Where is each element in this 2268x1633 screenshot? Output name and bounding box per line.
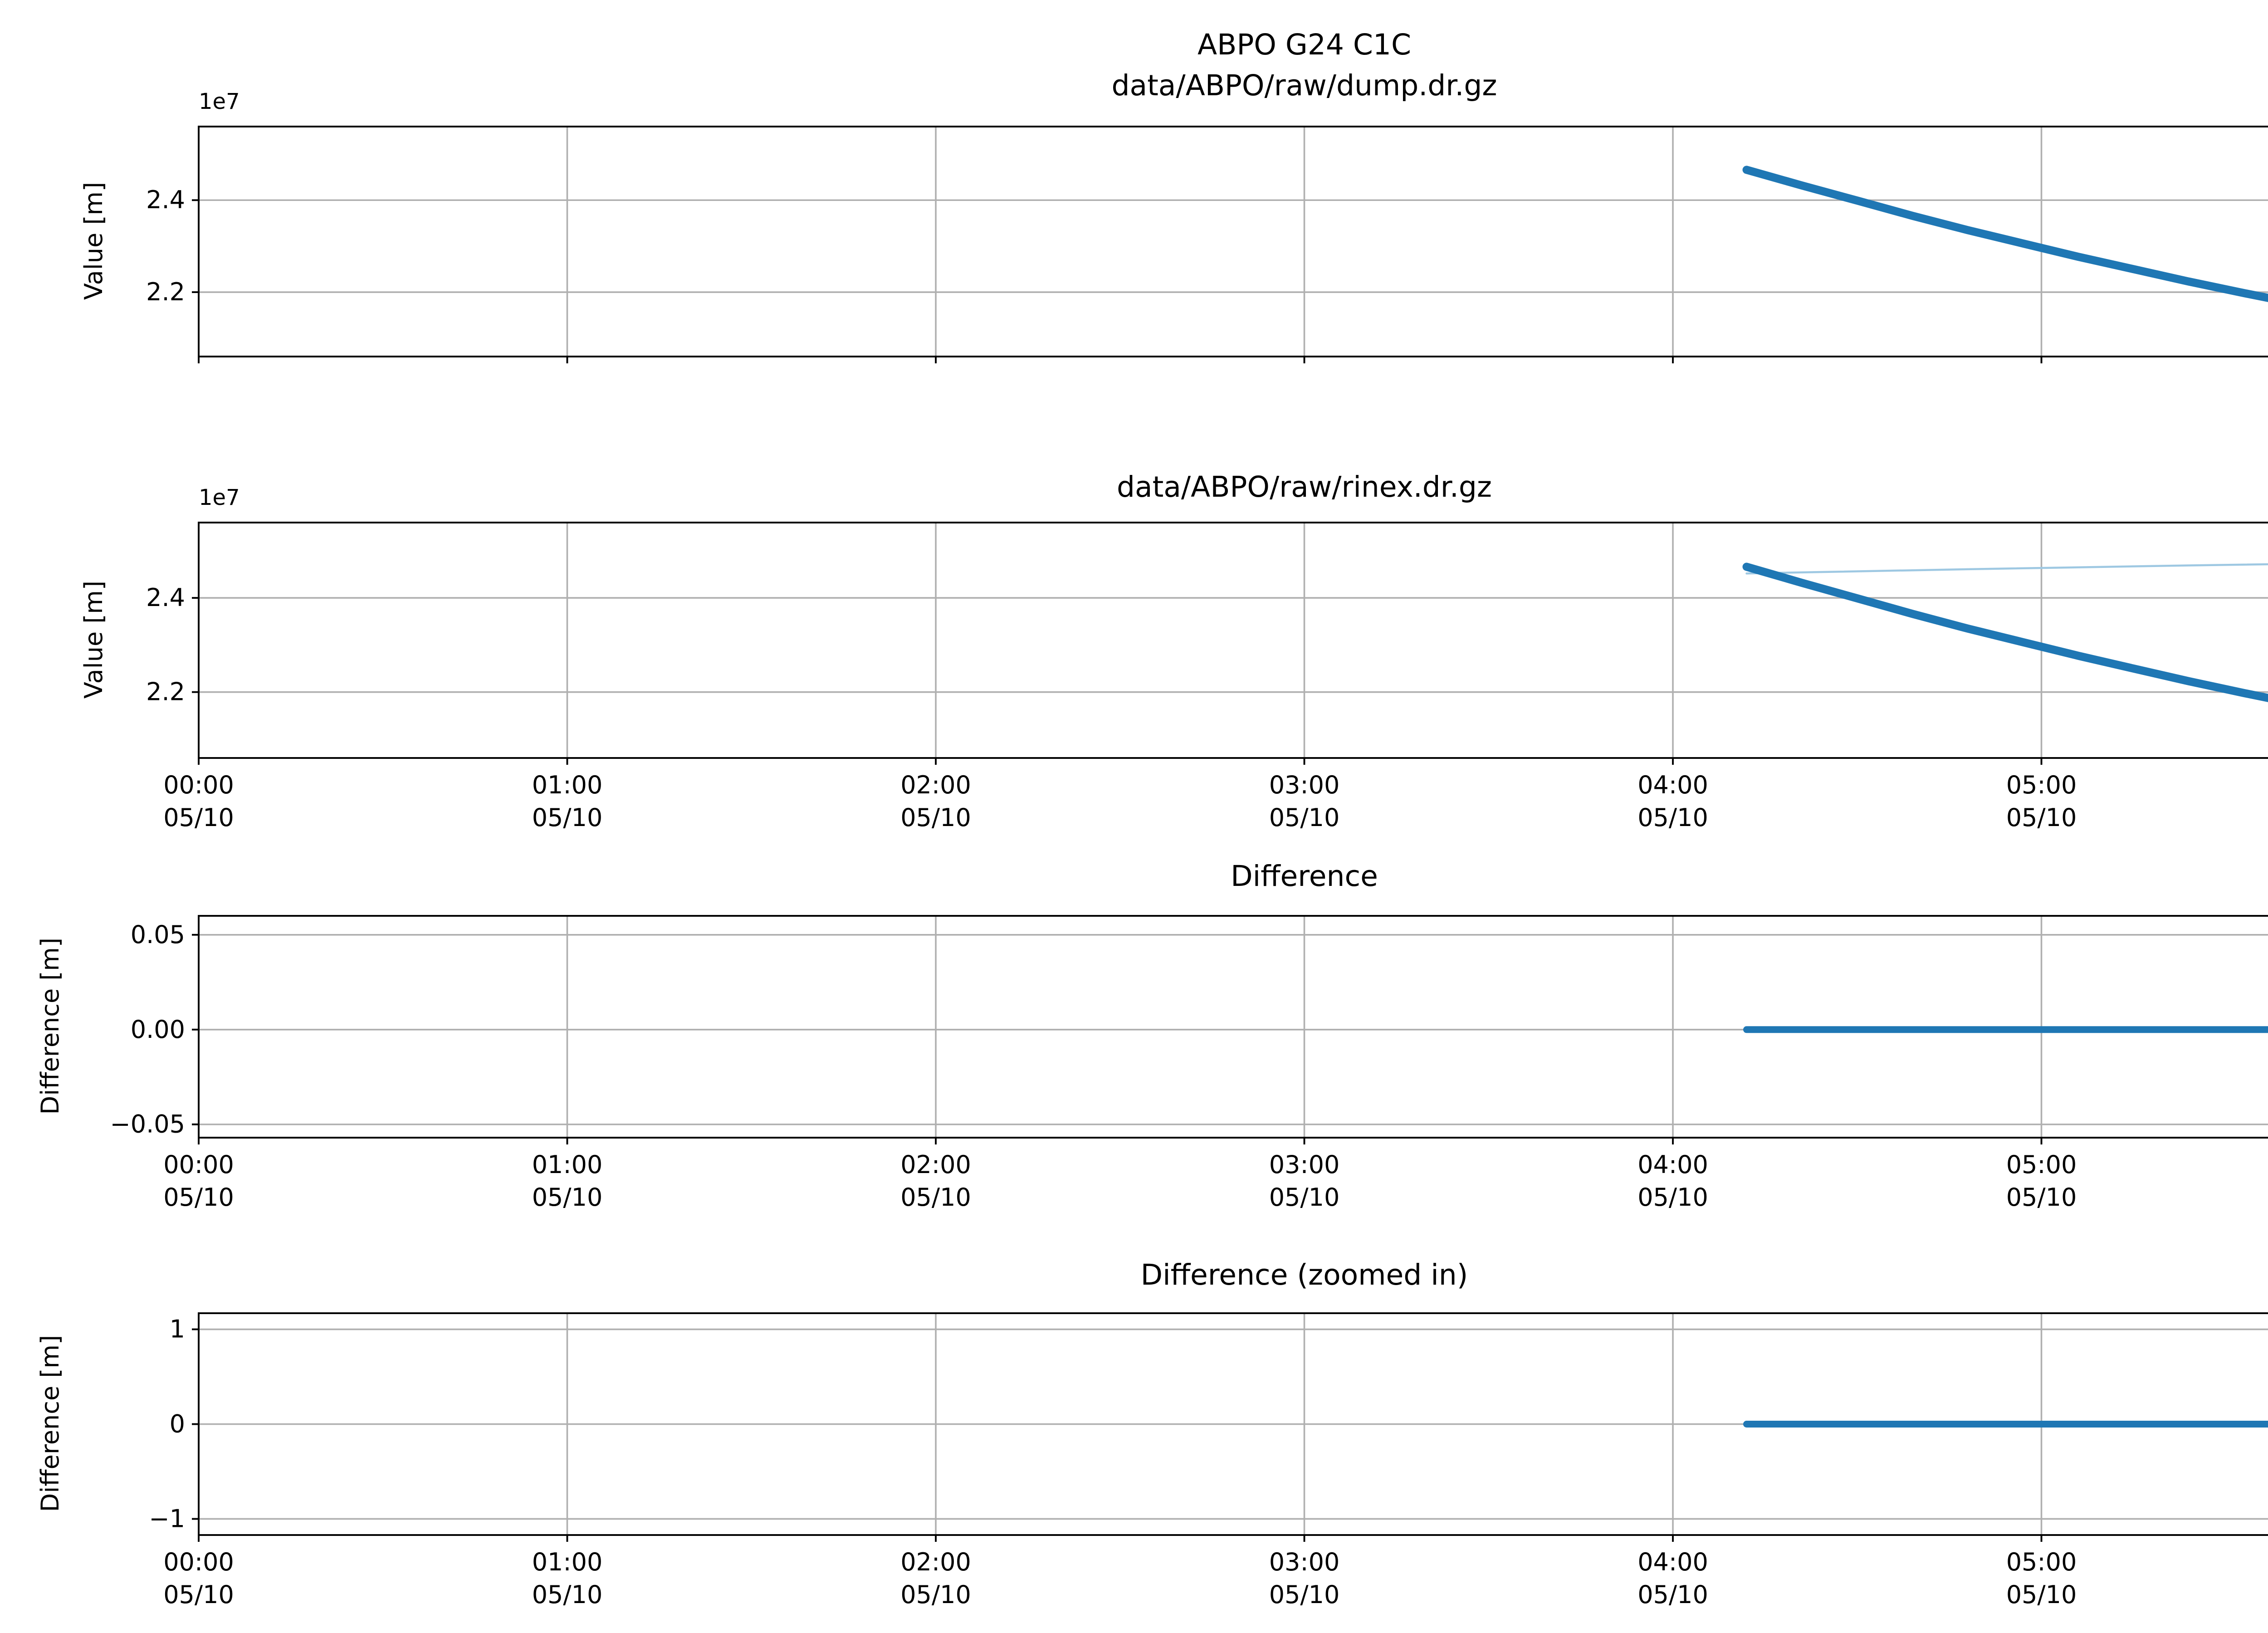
plot-dump-suptitle: ABPO G24 C1C [1198,29,1411,61]
plot-difference-zoom-title: Difference (zoomed in) [1140,1259,1468,1291]
plot-rinex-offset-text: 1e7 [199,484,240,510]
y-tick-label: −1 [149,1504,185,1533]
x-tick-label-date: 05/10 [2006,1183,2077,1212]
plot-difference-ylabel: Difference [m] [37,937,65,1115]
plot-difference-title: Difference [1231,860,1378,893]
axes-box [198,126,2268,357]
x-tick-label-time: 01:00 [532,1548,603,1576]
x-tick-label-date: 05/10 [532,803,603,832]
x-tick-label-date: 05/10 [1637,1580,1708,1609]
x-tick-label-date: 05/10 [900,1183,971,1212]
series-rinex-secondary [1745,563,2268,575]
x-tick-label-date: 05/10 [1637,803,1708,832]
x-tick-label-time: 01:00 [532,771,603,799]
x-tick-label-date: 05/10 [163,1580,234,1609]
x-tick-label-time: 01:00 [532,1150,603,1179]
x-tick-label-time: 04:00 [1637,771,1708,799]
x-tick-label-date: 05/10 [163,1183,234,1212]
x-tick-label-time: 05:00 [2006,1548,2077,1576]
y-tick-label: −0.05 [110,1110,185,1139]
x-tick-label-date: 05/10 [1269,1183,1340,1212]
x-tick-label-time: 05:00 [2006,1150,2077,1179]
y-tick-label: 0 [170,1410,185,1438]
x-tick-label-time: 03:00 [1269,771,1340,799]
x-tick-label-time: 02:00 [900,1150,971,1179]
plot-dump-title: data/ABPO/raw/dump.dr.gz [1111,69,1497,102]
x-tick-label-date: 05/10 [900,1580,971,1609]
x-tick-label-date: 05/10 [1269,1580,1340,1609]
x-tick-label-time: 03:00 [1269,1150,1340,1179]
y-tick-label: 2.4 [146,583,185,612]
x-tick-label-time: 05:00 [2006,771,2077,799]
y-tick-label: 2.4 [146,186,185,214]
y-tick-label: 0.05 [131,920,185,949]
plot-rinex-ylabel: Value [m] [80,580,109,699]
x-tick-label-date: 05/10 [1637,1183,1708,1212]
plot-difference-zoom: 00:00 05/10 01:00 05/10 02:00 05/10 03:00 05/10… [149,1312,2268,1609]
plot-dump: 2.2 2.4 [146,126,2268,363]
plot-dump-offset-text: 1e7 [199,88,240,114]
series-rinex-value [1742,562,2268,702]
axes-box [198,522,2268,759]
x-tick-label-date: 05/10 [1269,803,1340,832]
y-tick-label: 0.00 [131,1015,185,1044]
x-tick-label-date: 05/10 [532,1580,603,1609]
x-tick-label-time: 02:00 [900,771,971,799]
plot-rinex-title: data/ABPO/raw/rinex.dr.gz [1116,471,1492,504]
series-dump-value [1742,166,2268,302]
x-tick-label-date: 05/10 [532,1183,603,1212]
x-tick-label-time: 00:00 [163,771,234,799]
plot-rinex: 00:00 05/10 01:00 05/10 02:00 05/10 03:00 05/10… [146,522,2268,832]
y-tick-label: 1 [170,1315,185,1344]
y-tick-label: 2.2 [146,278,185,306]
x-tick-label-time: 02:00 [900,1548,971,1576]
x-tick-label-date: 05/10 [2006,803,2077,832]
x-tick-label-time: 00:00 [163,1150,234,1179]
x-tick-label-time: 03:00 [1269,1548,1340,1576]
plot-difference: 00:00 05/10 01:00 05/10 02:00 05/10 03:00 05/10… [110,915,2268,1212]
x-tick-label-time: 04:00 [1637,1150,1708,1179]
x-tick-label-date: 05/10 [163,803,234,832]
y-tick-label: 2.2 [146,678,185,706]
plot-dump-ylabel: Value [m] [80,181,109,300]
x-tick-label-time: 04:00 [1637,1548,1708,1576]
x-tick-label-date: 05/10 [900,803,971,832]
plot-difference-zoom-ylabel: Difference [m] [37,1335,65,1512]
x-tick-label-time: 00:00 [163,1548,234,1576]
x-tick-label-date: 05/10 [2006,1580,2077,1609]
